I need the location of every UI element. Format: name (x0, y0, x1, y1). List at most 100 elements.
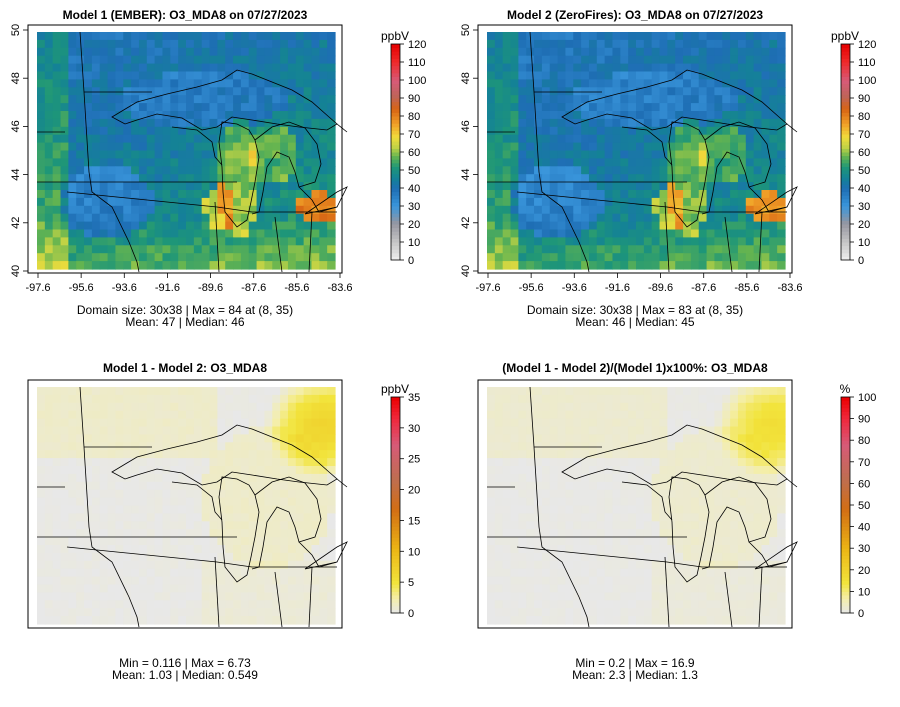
heatmap-cell (675, 426, 684, 435)
heatmap-cell (280, 182, 289, 191)
heatmap-cell (272, 142, 281, 152)
colorbar-segment (391, 605, 400, 610)
heatmap-cell (526, 592, 535, 601)
heatmap-cell (217, 402, 226, 412)
heatmap-cell (557, 142, 567, 152)
heatmap-cell (494, 237, 504, 246)
heatmap-cell (256, 229, 266, 238)
heatmap-cell (154, 529, 164, 538)
heatmap-cell (494, 552, 504, 562)
heatmap-cell (541, 568, 551, 578)
heatmap-cell (494, 111, 504, 120)
heatmap-cell (280, 87, 289, 96)
heatmap-cell (698, 584, 708, 593)
heatmap-cell (272, 261, 281, 270)
heatmap-cell (518, 118, 527, 128)
heatmap-cell (549, 402, 559, 412)
colorbar-tick-label: 30 (408, 423, 420, 435)
heatmap-cell (84, 95, 93, 104)
heatmap-cell (186, 103, 195, 112)
heatmap-cell (186, 458, 195, 467)
heatmap-cell (683, 394, 692, 404)
heatmap-cell (186, 497, 195, 507)
heatmap-cell (620, 166, 629, 175)
heatmap-cell (287, 418, 297, 428)
heatmap-cell (651, 63, 661, 73)
heatmap-cell (588, 182, 598, 191)
heatmap-cell (722, 537, 731, 546)
heatmap-cell (84, 142, 93, 152)
heatmap-cell (769, 190, 778, 199)
colorbar-segment (391, 397, 400, 402)
heatmap-cell (209, 592, 218, 601)
heatmap-cell (99, 197, 109, 207)
heatmap-cell (319, 182, 328, 191)
heatmap-cell (534, 213, 543, 223)
heatmap-cell (651, 450, 661, 459)
colorbar-segment (841, 555, 850, 560)
heatmap-cell (201, 39, 211, 49)
heatmap-cell (753, 63, 763, 73)
heatmap-cell (753, 505, 763, 514)
heatmap-cell (217, 466, 226, 475)
heatmap-cell (588, 584, 598, 593)
heatmap-cell (604, 592, 614, 601)
heatmap-cell (628, 166, 637, 175)
heatmap-cell (76, 552, 85, 562)
heatmap-cell (683, 190, 692, 199)
heatmap-cell (510, 418, 519, 428)
heatmap-cell (502, 608, 512, 617)
heatmap-cell (256, 39, 266, 49)
colorbar-segment (391, 191, 400, 196)
heatmap-cell (303, 229, 313, 238)
heatmap-cell (777, 545, 786, 554)
heatmap-cell (683, 434, 692, 443)
heatmap-cell (193, 237, 203, 246)
heatmap-cell (659, 458, 668, 467)
heatmap-cell (37, 410, 46, 420)
heatmap-cell (636, 245, 645, 254)
heatmap-cell (730, 442, 739, 451)
heatmap-cell (604, 126, 614, 136)
heatmap-cell (714, 418, 723, 428)
heatmap-cell (730, 576, 739, 586)
heatmap-cell (162, 221, 171, 231)
heatmap-cell (549, 560, 559, 570)
heatmap-cell (565, 434, 574, 443)
heatmap-cell (319, 513, 328, 522)
heatmap-cell (494, 190, 504, 199)
heatmap-cell (68, 229, 77, 238)
colorbar-segment (391, 508, 400, 513)
heatmap-cell (667, 387, 676, 396)
heatmap-cell (565, 253, 574, 262)
heatmap-cell (557, 560, 567, 570)
heatmap-cell (272, 182, 281, 191)
heatmap-cell (217, 71, 226, 80)
heatmap-cell (769, 521, 778, 530)
heatmap-cell (510, 592, 519, 601)
heatmap-cell (295, 387, 305, 396)
heatmap-cell (541, 47, 551, 57)
heatmap-cell (588, 245, 598, 254)
heatmap-cell (217, 426, 226, 435)
heatmap-cell (518, 560, 527, 570)
heatmap-cell (573, 32, 582, 41)
heatmap-cell (557, 197, 567, 207)
heatmap-cell (541, 489, 551, 499)
heatmap-cell (327, 253, 336, 262)
heatmap-cell (675, 584, 684, 593)
heatmap-cell (667, 47, 676, 57)
heatmap-cell (154, 426, 164, 435)
heatmap-cell (604, 158, 614, 167)
heatmap-cell (777, 47, 786, 57)
heatmap-cell (690, 497, 700, 507)
heatmap-cell (193, 521, 203, 530)
heatmap-cell (146, 426, 156, 435)
heatmap-cell (675, 87, 684, 96)
heatmap-cell (84, 387, 93, 396)
heatmap-cell (131, 87, 140, 96)
colorbar-segment (841, 487, 850, 492)
heatmap-cell (706, 458, 716, 467)
heatmap-cell (667, 521, 676, 530)
heatmap-cell (146, 213, 156, 223)
